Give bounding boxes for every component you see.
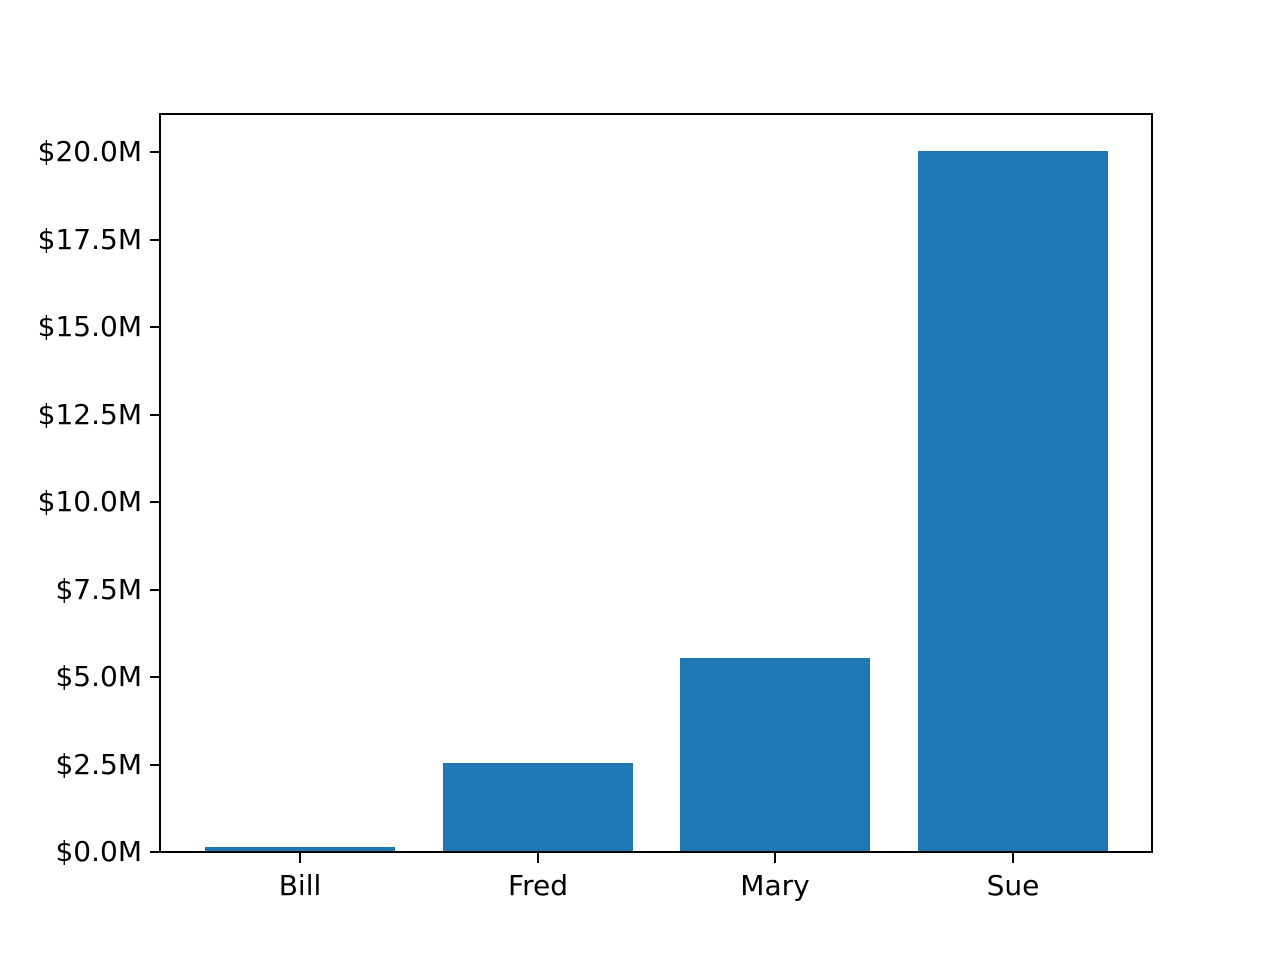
y-tick-label: $2.5M: [55, 748, 142, 781]
plot-area: [159, 113, 1153, 853]
x-tick-label-sue: Sue: [986, 869, 1040, 902]
y-tick-mark: [150, 851, 160, 853]
y-tick-label: $15.0M: [37, 310, 142, 343]
bar-mary: [680, 658, 870, 851]
x-tick-mark: [774, 853, 776, 863]
y-tick-mark: [150, 326, 160, 328]
bar-sue: [918, 151, 1108, 851]
x-tick-label-mary: Mary: [740, 869, 810, 902]
y-tick-label: $12.5M: [37, 398, 142, 431]
y-tick-label: $17.5M: [37, 223, 142, 256]
bar-fred: [443, 763, 633, 851]
x-tick-mark: [299, 853, 301, 863]
y-tick-mark: [150, 764, 160, 766]
y-tick-label: $20.0M: [37, 135, 142, 168]
y-tick-mark: [150, 414, 160, 416]
y-tick-mark: [150, 501, 160, 503]
x-tick-label-bill: Bill: [278, 869, 322, 902]
y-tick-label: $0.0M: [55, 835, 142, 868]
x-tick-mark: [1012, 853, 1014, 863]
x-tick-mark: [537, 853, 539, 863]
y-tick-label: $10.0M: [37, 485, 142, 518]
x-tick-label-fred: Fred: [508, 869, 568, 902]
y-tick-mark: [150, 589, 160, 591]
y-tick-mark: [150, 676, 160, 678]
y-tick-label: $7.5M: [55, 573, 142, 606]
y-tick-mark: [150, 239, 160, 241]
y-tick-mark: [150, 151, 160, 153]
bar-bill: [205, 847, 395, 851]
y-tick-label: $5.0M: [55, 660, 142, 693]
